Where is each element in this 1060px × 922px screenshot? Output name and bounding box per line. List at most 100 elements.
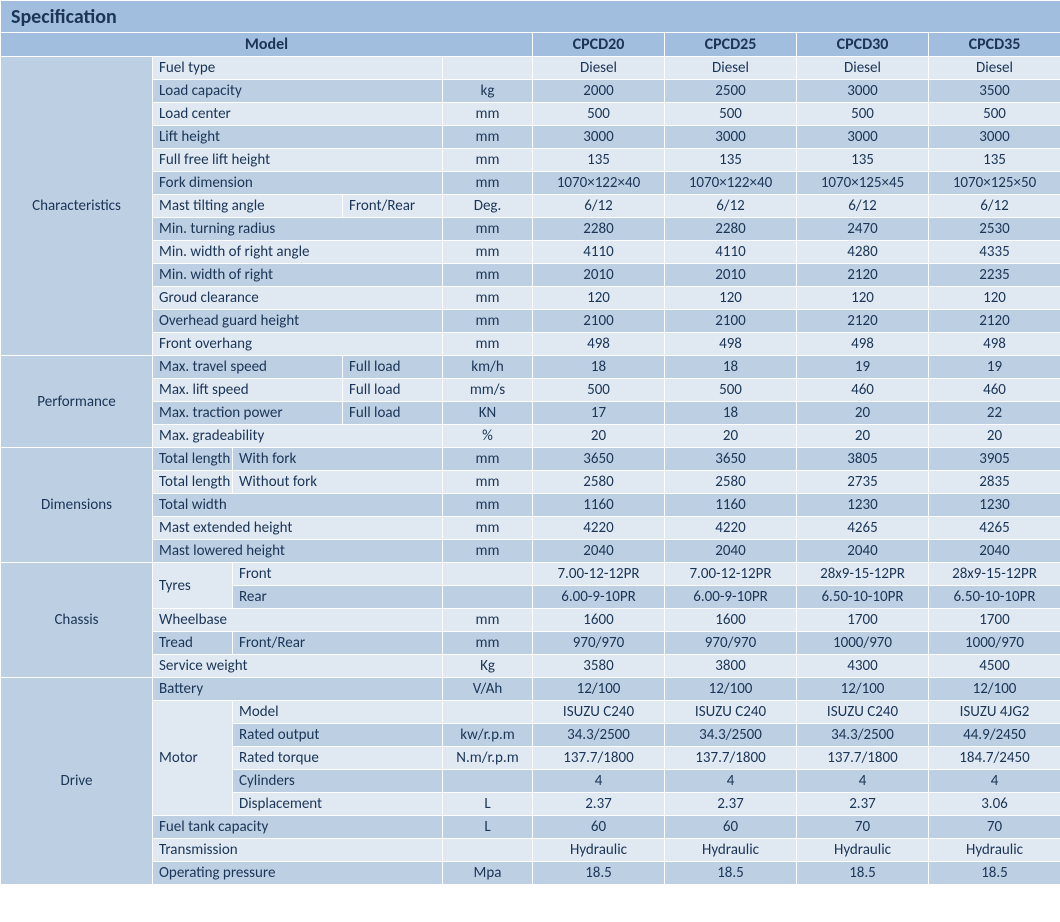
row-value-1: 6.00-9-10PR xyxy=(665,586,797,609)
header-model-3: CPCD35 xyxy=(929,33,1060,57)
row-value-0: 2580 xyxy=(533,471,665,494)
row-value-3: 18.5 xyxy=(929,862,1060,885)
row-value-0: Diesel xyxy=(533,57,665,80)
row-value-3: 12/100 xyxy=(929,678,1060,701)
row-value-2: 2735 xyxy=(797,471,929,494)
row-value-3: Diesel xyxy=(929,57,1060,80)
row-label: Overhead guard height xyxy=(153,310,443,333)
row-value-3: 2530 xyxy=(929,218,1060,241)
row-value-1: ISUZU C240 xyxy=(665,701,797,724)
row-unit: mm xyxy=(443,126,533,149)
row-value-0: 2100 xyxy=(533,310,665,333)
row-value-1: 2040 xyxy=(665,540,797,563)
category-cell: Characteristics xyxy=(1,57,153,356)
row-value-2: 2.37 xyxy=(797,793,929,816)
row-value-1: 7.00-12-12PR xyxy=(665,563,797,586)
row-label: Mast extended height xyxy=(153,517,443,540)
row-value-0: 20 xyxy=(533,425,665,448)
row-value-3: 28x9-15-12PR xyxy=(929,563,1060,586)
row-value-3: 1070×125×50 xyxy=(929,172,1060,195)
row-unit: Mpa xyxy=(443,862,533,885)
row-value-1: 18 xyxy=(665,356,797,379)
row-value-0: 3000 xyxy=(533,126,665,149)
row-label: Rated torque xyxy=(233,747,443,770)
row-unit: mm xyxy=(443,218,533,241)
row-value-0: 3650 xyxy=(533,448,665,471)
row-value-3: 3500 xyxy=(929,80,1060,103)
row-sublabel: Full load xyxy=(343,402,443,425)
row-value-3: 460 xyxy=(929,379,1060,402)
row-unit: Deg. xyxy=(443,195,533,218)
row-unit xyxy=(443,770,533,793)
row-value-2: 1070×125×45 xyxy=(797,172,929,195)
row-value-0: 2000 xyxy=(533,80,665,103)
row-unit: mm xyxy=(443,448,533,471)
row-value-0: 18 xyxy=(533,356,665,379)
row-unit: Kg xyxy=(443,655,533,678)
row-value-2: 20 xyxy=(797,425,929,448)
row-value-0: 4110 xyxy=(533,241,665,264)
row-unit xyxy=(443,701,533,724)
row-value-1: 2100 xyxy=(665,310,797,333)
row-value-3: 4335 xyxy=(929,241,1060,264)
row-label: Load center xyxy=(153,103,443,126)
row-value-0: 2.37 xyxy=(533,793,665,816)
row-value-3: 6/12 xyxy=(929,195,1060,218)
row-value-2: Diesel xyxy=(797,57,929,80)
row-label: Fork dimension xyxy=(153,172,443,195)
row-value-0: 6.00-9-10PR xyxy=(533,586,665,609)
row-value-0: 4 xyxy=(533,770,665,793)
row-value-1: 120 xyxy=(665,287,797,310)
row-label: Min. width of right angle xyxy=(153,241,443,264)
row-value-0: 137.7/1800 xyxy=(533,747,665,770)
row-value-1: 18.5 xyxy=(665,862,797,885)
row-value-2: 1700 xyxy=(797,609,929,632)
row-value-0: 18.5 xyxy=(533,862,665,885)
row-label: Front overhang xyxy=(153,333,443,356)
row-unit: mm/s xyxy=(443,379,533,402)
row-value-2: 2470 xyxy=(797,218,929,241)
category-cell: Dimensions xyxy=(1,448,153,563)
row-value-3: 2120 xyxy=(929,310,1060,333)
row-label: Min. turning radius xyxy=(153,218,443,241)
row-value-2: 500 xyxy=(797,103,929,126)
row-value-0: 2280 xyxy=(533,218,665,241)
row-value-0: 3580 xyxy=(533,655,665,678)
row-label: Operating pressure xyxy=(153,862,443,885)
row-unit: mm xyxy=(443,103,533,126)
header-model-2: CPCD30 xyxy=(797,33,929,57)
row-value-2: 12/100 xyxy=(797,678,929,701)
row-unit: kw/r.p.m xyxy=(443,724,533,747)
row-value-0: 6/12 xyxy=(533,195,665,218)
row-value-1: Hydraulic xyxy=(665,839,797,862)
row-value-1: 3650 xyxy=(665,448,797,471)
row-unit: kg xyxy=(443,80,533,103)
row-value-2: 19 xyxy=(797,356,929,379)
row-value-2: 135 xyxy=(797,149,929,172)
row-value-1: 500 xyxy=(665,103,797,126)
row-value-0: 500 xyxy=(533,379,665,402)
row-value-3: 19 xyxy=(929,356,1060,379)
row-value-2: 4300 xyxy=(797,655,929,678)
row-value-2: 6.50-10-10PR xyxy=(797,586,929,609)
row-value-3: 1230 xyxy=(929,494,1060,517)
row-unit: % xyxy=(443,425,533,448)
row-value-0: 12/100 xyxy=(533,678,665,701)
row-label: Mast lowered height xyxy=(153,540,443,563)
row-value-0: 1160 xyxy=(533,494,665,517)
row-value-3: 4 xyxy=(929,770,1060,793)
row-value-2: 70 xyxy=(797,816,929,839)
row-value-3: 2835 xyxy=(929,471,1060,494)
row-value-1: 1160 xyxy=(665,494,797,517)
row-label: Rear xyxy=(233,586,443,609)
row-value-3: 498 xyxy=(929,333,1060,356)
row-value-1: 60 xyxy=(665,816,797,839)
row-label: Wheelbase xyxy=(153,609,443,632)
row-value-2: 2120 xyxy=(797,310,929,333)
row-value-0: 4220 xyxy=(533,517,665,540)
row-unit: mm xyxy=(443,494,533,517)
row-unit: mm xyxy=(443,310,533,333)
row-value-1: 135 xyxy=(665,149,797,172)
row-value-1: 1070×122×40 xyxy=(665,172,797,195)
row-value-0: 135 xyxy=(533,149,665,172)
